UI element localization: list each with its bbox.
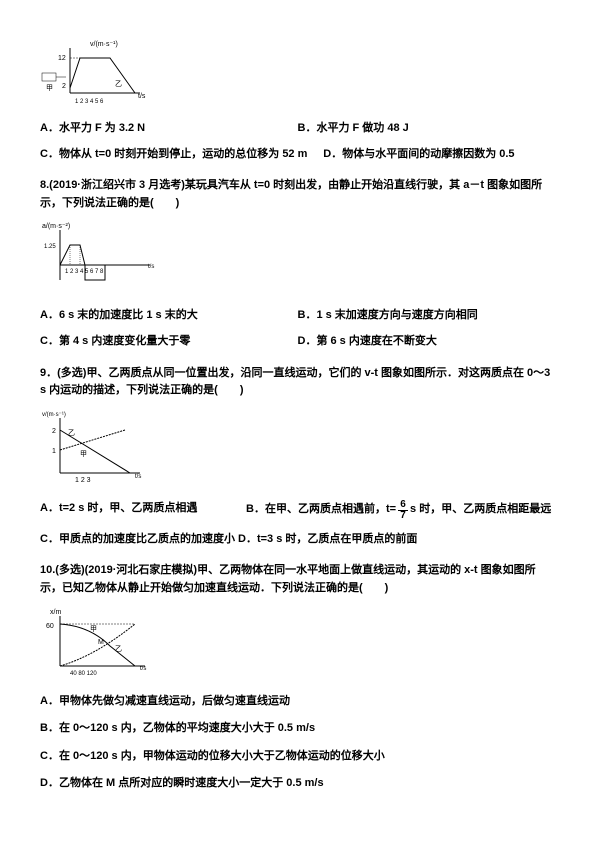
q9-stem: 9．(多选)甲、乙两质点从同一位置出发，沿同一直线运动，它们的 v-t 图象如图… xyxy=(40,365,555,400)
q10-ylabel: x/m xyxy=(50,609,61,616)
q9-optb-pre: B．在甲、乙两质点相遇前，t= xyxy=(246,501,396,519)
q8-ylabel: a/(m·s⁻²) xyxy=(42,223,70,230)
q8-opt-c: C．第 4 s 内速度变化量大于零 xyxy=(40,333,298,351)
q7-label-yi: 乙 xyxy=(115,80,122,88)
q8-stem: 8.(2019·浙江绍兴市 3 月选考)某玩具汽车从 t=0 时刻出发，由静止开… xyxy=(40,177,555,212)
q10-opt-a: A．甲物体先做匀减速直线运动，后做匀速直线运动 xyxy=(40,693,555,711)
q9-optb-post: s 时，甲、乙两质点相距最远 xyxy=(410,501,551,519)
q7-graph: v/(m·s⁻¹) 12 2 1 2 3 4 5 6 t/s 甲 乙 xyxy=(40,38,555,108)
q10-opt-c: C．在 0～120 s 内，甲物体运动的位移大小大于乙物体运动的位移大小 xyxy=(40,748,555,766)
q7-x-unit: t/s xyxy=(138,93,146,100)
q10-graph-svg: x/m 60 甲 乙 M 40 80 120 t/s xyxy=(40,606,155,681)
q9-row-ab: A．t=2 s 时，甲、乙两质点相遇 B．在甲、乙两质点相遇前，t= 6 7 s… xyxy=(40,500,555,521)
q10-label-yi: 乙 xyxy=(115,645,122,653)
q8-row-ab: A．6 s 末的加速度比 1 s 末的大 B．1 s 末加速度方向与速度方向相同 xyxy=(40,307,555,325)
q8-ytick: 1.25 xyxy=(44,244,56,250)
q7-row-cd: C．物体从 t=0 时刻开始到停止，运动的总位移为 52 m D．物体与水平面间… xyxy=(40,146,555,164)
q9-ytick2: 1 xyxy=(52,448,56,455)
q9-opt-a: A．t=2 s 时，甲、乙两质点相遇 xyxy=(40,500,246,521)
q7-opt-b: B．水平力 F 做功 48 J xyxy=(298,120,556,138)
q7-y-tick1: 12 xyxy=(58,55,66,62)
q10-label-m: M xyxy=(98,639,104,646)
q10-graph: x/m 60 甲 乙 M 40 80 120 t/s xyxy=(40,606,555,681)
q7-graph-svg: v/(m·s⁻¹) 12 2 1 2 3 4 5 6 t/s 甲 乙 xyxy=(40,38,150,108)
q7-label-jia: 甲 xyxy=(46,84,53,92)
q9-xunit: t/s xyxy=(135,474,141,480)
q7-y-tick2: 2 xyxy=(62,83,66,90)
q7-opt-d: D．物体与水平面间的动摩擦因数为 0.5 xyxy=(323,146,555,164)
q9-graph: v/(m·s⁻¹) 2 1 乙 甲 1 2 3 t/s xyxy=(40,408,555,488)
q8-opt-a: A．6 s 末的加速度比 1 s 末的大 xyxy=(40,307,298,325)
q7-opt-a: A．水平力 F 为 3.2 N xyxy=(40,120,298,138)
q9-opt-cd: C．甲质点的加速度比乙质点的加速度小 D．t=3 s 时，乙质点在甲质点的前面 xyxy=(40,531,555,549)
q7-opt-c: C．物体从 t=0 时刻开始到停止，运动的总位移为 52 m xyxy=(40,146,323,164)
q9-graph-svg: v/(m·s⁻¹) 2 1 乙 甲 1 2 3 t/s xyxy=(40,408,150,488)
q10-opt-d: D．乙物体在 M 点所对应的瞬时速度大小一定大于 0.5 m/s xyxy=(40,775,555,793)
q9-opt-b: B．在甲、乙两质点相遇前，t= 6 7 s 时，甲、乙两质点相距最远 xyxy=(246,500,555,521)
q10-label-jia: 甲 xyxy=(90,625,97,633)
q9-ytick1: 2 xyxy=(52,428,56,435)
q10-xticks: 40 80 120 xyxy=(70,671,97,677)
q7-graph-ylabel: v/(m·s⁻¹) xyxy=(90,41,118,48)
q10-ytick: 60 xyxy=(46,623,54,630)
q7-row-ab: A．水平力 F 为 3.2 N B．水平力 F 做功 48 J xyxy=(40,120,555,138)
q8-opt-d: D．第 6 s 内速度在不断变大 xyxy=(298,333,556,351)
q10-stem: 10.(多选)(2019·河北石家庄模拟)甲、乙两物体在同一水平地面上做直线运动… xyxy=(40,562,555,597)
q8-graph: a/(m·s⁻²) 1.25 1 2 3 4 5 6 7 8 t/s xyxy=(40,220,555,295)
q8-row-cd: C．第 4 s 内速度变化量大于零 D．第 6 s 内速度在不断变大 xyxy=(40,333,555,351)
q9-xticks: 1 2 3 xyxy=(75,477,91,484)
q9-frac-num: 6 xyxy=(400,500,406,510)
q10-opt-b: B．在 0～120 s 内，乙物体的平均速度大小大于 0.5 m/s xyxy=(40,720,555,738)
q8-xticks: 1 2 3 4 5 6 7 8 xyxy=(65,269,104,275)
q8-xunit: t/s xyxy=(148,264,154,270)
q9-frac-den: 7 xyxy=(400,511,406,521)
q8-graph-svg: a/(m·s⁻²) 1.25 1 2 3 4 5 6 7 8 t/s xyxy=(40,220,160,295)
q9-label-jia: 甲 xyxy=(80,450,87,458)
q9-ylabel: v/(m·s⁻¹) xyxy=(42,412,66,418)
q10-xunit: t/s xyxy=(140,666,146,672)
q9-label-yi: 乙 xyxy=(68,429,75,437)
q7-x-ticks: 1 2 3 4 5 6 xyxy=(75,99,104,105)
q8-opt-b: B．1 s 末加速度方向与速度方向相同 xyxy=(298,307,556,325)
